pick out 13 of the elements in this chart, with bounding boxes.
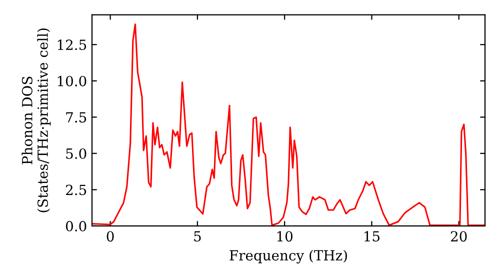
y-tick-label: 7.5 <box>66 112 86 123</box>
y-tick-label: 12.5 <box>58 40 86 50</box>
y-tick-label: 2.5 <box>66 184 86 196</box>
x-tick-label: 15 <box>364 231 380 242</box>
y-tick-label: 10.0 <box>58 76 86 86</box>
x-tick-label: 20 <box>450 231 467 242</box>
y-tick-label: 5.0 <box>66 148 86 159</box>
x-tick-label: 5 <box>194 231 201 242</box>
y-axis-title: Phonon DOS (States/THz·primitive cell) <box>22 28 51 212</box>
x-tick-label: 10 <box>277 231 292 242</box>
y-tick-label: 0.0 <box>66 220 86 232</box>
x-axis-title: Frequency (THz) <box>230 250 347 264</box>
x-tick-label: 0 <box>106 231 114 242</box>
